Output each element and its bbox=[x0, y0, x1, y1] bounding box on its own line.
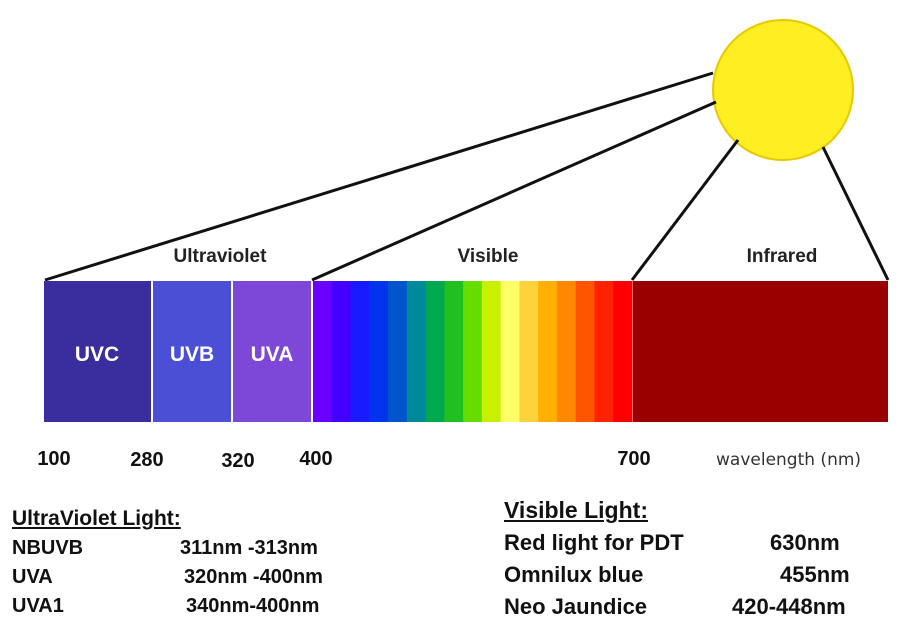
ultraviolet-light-info: UltraViolet Light: NBUVB 311nm -313nm UV… bbox=[12, 504, 323, 621]
spectrum-stripe bbox=[444, 281, 464, 422]
tick-700: 700 bbox=[617, 448, 650, 470]
spectrum-stripe bbox=[388, 281, 408, 422]
spectrum-stripe bbox=[575, 281, 596, 422]
ray-to-uv-start bbox=[44, 71, 714, 282]
uv-row-name: UVA1 bbox=[12, 595, 64, 617]
band-label-ultraviolet: Ultraviolet bbox=[174, 246, 268, 267]
visible-row-range: 630nm bbox=[770, 530, 840, 555]
segment-label-uva: UVA bbox=[251, 343, 294, 366]
uv-row-name: NBUVB bbox=[12, 537, 84, 559]
segment-label-uvc: UVC bbox=[75, 343, 119, 366]
tick-320: 320 bbox=[221, 450, 254, 472]
spectrum-stripe bbox=[556, 281, 577, 422]
tick-400: 400 bbox=[299, 448, 332, 470]
visible-row-range: 455nm bbox=[780, 562, 850, 587]
ray-to-infrared-end bbox=[821, 146, 890, 281]
uvc-segment bbox=[44, 281, 151, 422]
spectrum-stripe bbox=[425, 281, 445, 422]
list-item: UVA1 340nm-400nm bbox=[12, 592, 323, 621]
spectrum-stripe bbox=[519, 281, 539, 422]
visible-info-heading: Visible Light: bbox=[504, 497, 648, 523]
list-item: Neo Jaundice 420-448nm bbox=[504, 591, 850, 623]
ray-to-visible-start bbox=[311, 100, 717, 282]
axis-unit-label: wavelength (nm) bbox=[716, 450, 861, 470]
list-item: UVA 320nm -400nm bbox=[12, 563, 323, 592]
uv-info-heading: UltraViolet Light: bbox=[12, 507, 181, 530]
uvb-segment bbox=[153, 281, 231, 422]
spectrum-stripe bbox=[369, 281, 389, 422]
visible-row-name: Red light for PDT bbox=[504, 530, 684, 555]
spectrum-stripe bbox=[594, 281, 614, 422]
uv-row-range: 311nm -313nm bbox=[180, 537, 318, 559]
uva-segment bbox=[233, 281, 311, 422]
list-item: Red light for PDT 630nm bbox=[504, 527, 850, 559]
visible-row-name: Neo Jaundice bbox=[504, 594, 648, 619]
spectrum-stripe bbox=[538, 281, 558, 422]
spectrum-stripe bbox=[613, 281, 633, 422]
band-label-visible: Visible bbox=[458, 246, 519, 267]
tick-100: 100 bbox=[37, 448, 70, 470]
ray-to-infrared-start bbox=[630, 139, 740, 281]
spectrum-stripe bbox=[313, 281, 333, 422]
visible-spectrum bbox=[313, 281, 633, 422]
list-item: Omnilux blue 455nm bbox=[504, 559, 850, 591]
spectrum-stripe bbox=[350, 281, 370, 422]
segment-label-uvb: UVB bbox=[170, 343, 214, 366]
band-label-infrared: Infrared bbox=[747, 246, 818, 267]
infrared-segment bbox=[633, 281, 888, 422]
uv-row-range: 340nm-400nm bbox=[186, 595, 320, 617]
spectrum-stripe bbox=[331, 281, 352, 422]
spectrum-stripe bbox=[406, 281, 427, 422]
uv-row-name: UVA bbox=[12, 566, 53, 588]
sun-icon bbox=[712, 19, 854, 161]
visible-light-info: Visible Light: Red light for PDT 630nm O… bbox=[504, 494, 850, 623]
spectrum-stripe bbox=[481, 281, 502, 422]
spectrum-bar bbox=[44, 281, 888, 422]
sun-rays bbox=[44, 71, 890, 282]
visible-row-name: Omnilux blue bbox=[504, 562, 644, 587]
visible-row-range: 420-448nm bbox=[732, 594, 846, 619]
spectrum-stripe bbox=[463, 281, 483, 422]
tick-280: 280 bbox=[130, 449, 163, 471]
list-item: NBUVB 311nm -313nm bbox=[12, 534, 323, 563]
spectrum-stripe bbox=[500, 281, 521, 422]
uv-row-range: 320nm -400nm bbox=[184, 566, 323, 588]
